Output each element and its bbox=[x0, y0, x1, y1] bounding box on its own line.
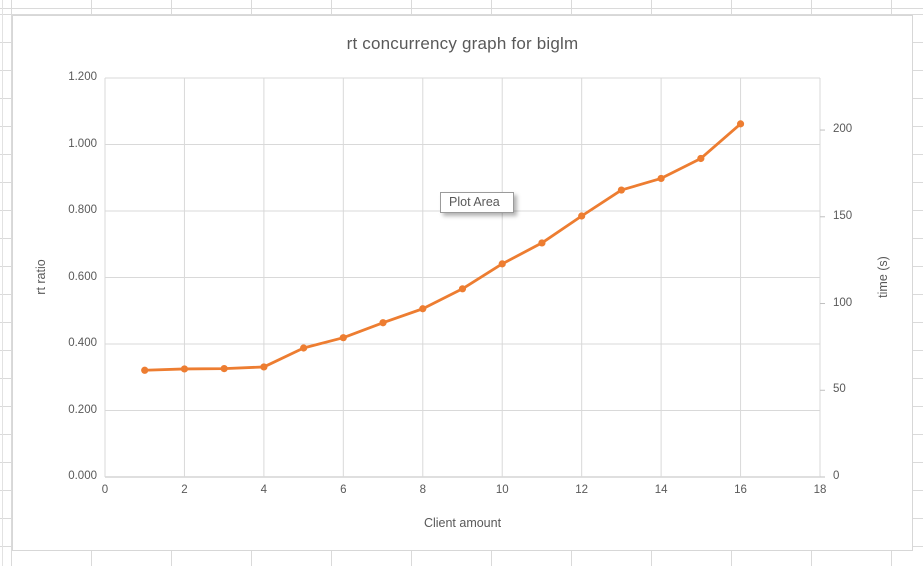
axis-tick-label: 150 bbox=[833, 209, 853, 222]
axis-tick-label: 4 bbox=[260, 484, 268, 496]
axis-tick-label: 0.200 bbox=[68, 403, 97, 416]
axis-tick-label: 2 bbox=[181, 484, 188, 496]
axis-tick-label: 0.000 bbox=[68, 470, 97, 482]
axis-tick-label: 0.800 bbox=[68, 204, 97, 216]
axis-tick-label: 10 bbox=[495, 484, 509, 496]
axis-tick-label: 18 bbox=[813, 484, 827, 496]
spreadsheet-column-edge bbox=[2, 0, 3, 566]
axis-tick-label: 1.000 bbox=[68, 137, 97, 150]
chart-object[interactable]: rt concurrency graph for biglm 0.000 0.20… bbox=[12, 15, 913, 551]
axis-tick-label: 0 bbox=[101, 484, 109, 496]
axis-tick-label: 1.200 bbox=[68, 71, 97, 83]
axis-tick-label: 0.400 bbox=[68, 337, 97, 349]
axis-tick-label: 16 bbox=[734, 484, 747, 496]
axis-tick-label: 8 bbox=[419, 484, 426, 496]
chart-plot-svg bbox=[104, 77, 825, 478]
right-axis-title: time (s) bbox=[876, 256, 890, 298]
axis-tick-label: 14 bbox=[654, 484, 668, 496]
axis-tick-label: 0 bbox=[833, 470, 840, 482]
plot-area-tooltip: Plot Area bbox=[440, 192, 514, 213]
plot-area[interactable] bbox=[104, 77, 827, 478]
x-axis-title: Client amount bbox=[423, 516, 502, 530]
axis-tick-label: 6 bbox=[340, 484, 347, 496]
left-axis-title: rt ratio bbox=[34, 259, 48, 295]
axis-tick-label: 0.600 bbox=[68, 270, 97, 283]
axis-tick-label: 100 bbox=[833, 296, 853, 309]
axis-tick-label: 200 bbox=[833, 123, 853, 136]
chart-title: rt concurrency graph for biglm bbox=[346, 34, 579, 53]
axis-tick-label: 12 bbox=[575, 484, 589, 496]
axis-tick-label: 50 bbox=[833, 383, 846, 396]
